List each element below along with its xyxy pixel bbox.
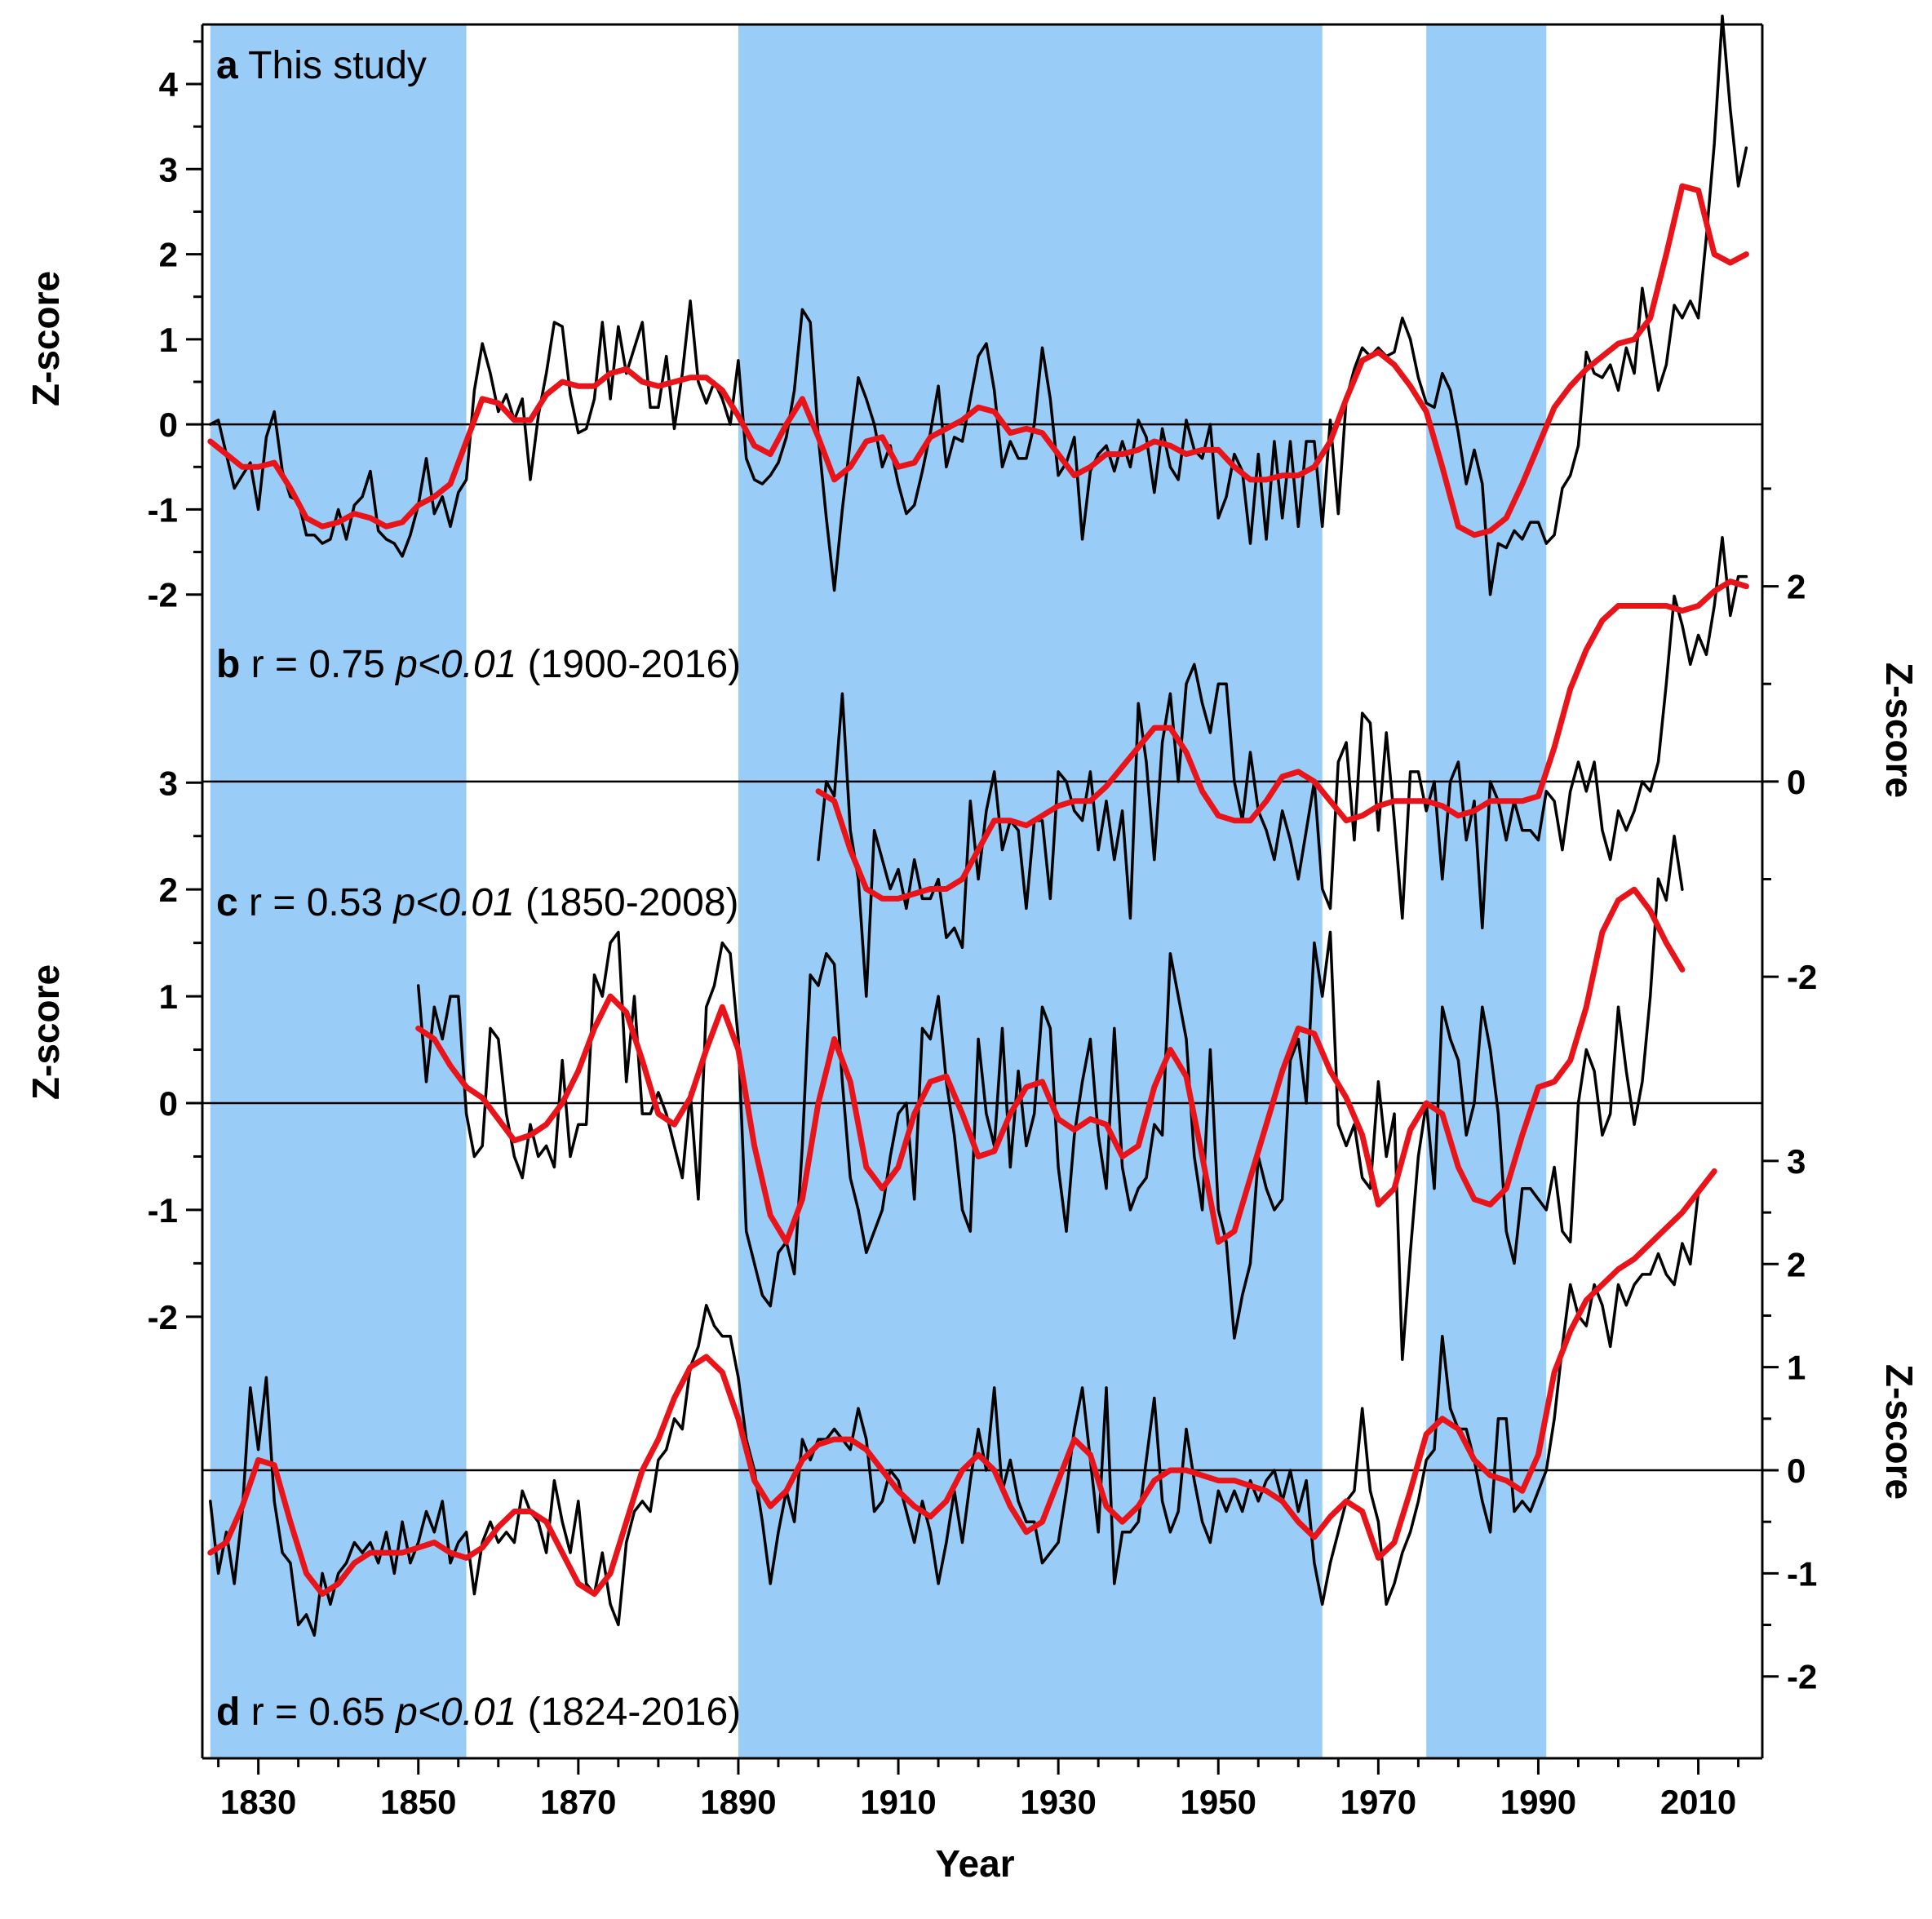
panel-a-label: a This study bbox=[216, 44, 427, 87]
x-tick-label: 1890 bbox=[700, 1783, 776, 1821]
y-tick-label-d: 2 bbox=[1787, 1245, 1806, 1283]
y-tick-label-c: -2 bbox=[148, 1298, 178, 1336]
y-axis-title-b: Z-score bbox=[1878, 663, 1921, 798]
y-tick-label-b: -2 bbox=[1787, 958, 1817, 996]
y-tick-label-c: 3 bbox=[159, 764, 178, 802]
series-d-smoothed bbox=[207, 1168, 1717, 1598]
y-tick-label-b: 0 bbox=[1787, 763, 1806, 801]
series-b-smoothed bbox=[815, 578, 1749, 902]
y-tick-label-a: -1 bbox=[148, 490, 178, 529]
y-tick-label-d: 1 bbox=[1787, 1349, 1806, 1387]
y-tick-label-d: 0 bbox=[1787, 1451, 1806, 1490]
series-c-smoothed bbox=[415, 886, 1686, 1245]
x-tick-label: 2010 bbox=[1660, 1783, 1736, 1821]
y-tick-label-a: 3 bbox=[159, 150, 178, 188]
chart-text: Year a This study b r = 0.75 p<0.01 (190… bbox=[24, 44, 1921, 1885]
axes: 1830 1850 1870 1890 1910 1930 1950 1970 1990 2010… bbox=[148, 23, 1817, 1821]
data-series bbox=[207, 14, 1749, 1637]
y-tick-label-a: -2 bbox=[148, 576, 178, 614]
series-a-smoothed bbox=[207, 183, 1749, 538]
panel-d-label: d r = 0.65 p<0.01 (1824-2016) bbox=[216, 1691, 741, 1734]
x-tick-label: 1870 bbox=[540, 1783, 616, 1821]
y-tick-label-a: 0 bbox=[159, 406, 178, 444]
x-axis-title: Year bbox=[935, 1842, 1014, 1885]
y-tick-label-d: -2 bbox=[1787, 1658, 1817, 1696]
y-tick-label-c: -1 bbox=[148, 1191, 178, 1230]
x-tick-label: 1950 bbox=[1181, 1783, 1256, 1821]
shaded-period-2 bbox=[738, 24, 1323, 1758]
series-a-raw bbox=[209, 14, 1748, 596]
series-b-raw bbox=[817, 535, 1748, 998]
y-tick-label-b: 2 bbox=[1787, 568, 1806, 606]
y-tick-label-a: 1 bbox=[159, 321, 178, 359]
y-tick-label-c: 1 bbox=[159, 977, 178, 1016]
x-tick-label: 1970 bbox=[1340, 1783, 1416, 1821]
x-tick-label: 1930 bbox=[1020, 1783, 1096, 1821]
y-tick-label-d: 3 bbox=[1787, 1142, 1806, 1181]
y-tick-label-d: -1 bbox=[1787, 1554, 1817, 1593]
panel-c-label: c r = 0.53 p<0.01 (1850-2008) bbox=[216, 881, 739, 924]
y-axis-title-a: Z-score bbox=[24, 271, 67, 406]
y-tick-label-c: 2 bbox=[159, 871, 178, 909]
series-c-raw bbox=[416, 834, 1684, 1361]
x-tick-label: 1990 bbox=[1500, 1783, 1576, 1821]
y-axis-title-c: Z-score bbox=[24, 964, 67, 1100]
panel-b-label: b r = 0.75 p<0.01 (1900-2016) bbox=[216, 643, 741, 686]
y-axis-title-d: Z-score bbox=[1878, 1364, 1921, 1500]
x-tick-label: 1850 bbox=[380, 1783, 456, 1821]
zero-lines bbox=[202, 423, 1762, 1472]
y-tick-label-a: 4 bbox=[159, 65, 179, 104]
y-tick-label-a: 2 bbox=[159, 236, 178, 274]
x-tick-label: 1910 bbox=[860, 1783, 936, 1821]
y-tick-label-c: 0 bbox=[159, 1084, 178, 1123]
x-tick-label: 1830 bbox=[220, 1783, 296, 1821]
shaded-period-3 bbox=[1426, 24, 1547, 1758]
